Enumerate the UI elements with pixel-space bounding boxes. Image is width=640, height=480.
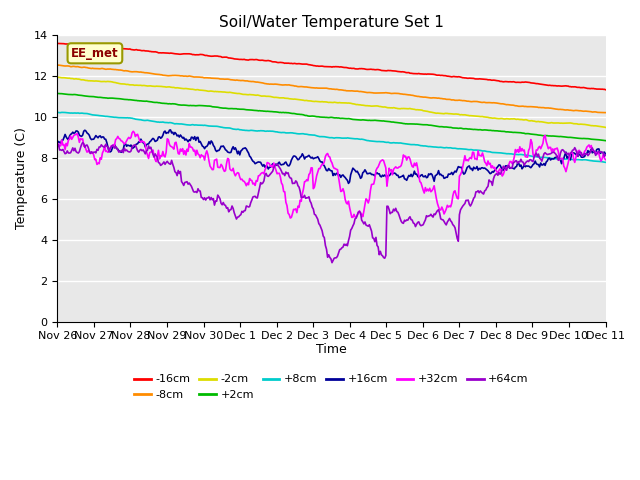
- +64cm: [315, 221, 323, 227]
- -2cm: [315, 99, 323, 105]
- +32cm: [319, 162, 327, 168]
- -2cm: [381, 104, 388, 110]
- -16cm: [318, 63, 326, 69]
- +32cm: [316, 166, 324, 171]
- +32cm: [353, 215, 360, 220]
- -16cm: [315, 63, 323, 69]
- -2cm: [318, 99, 326, 105]
- +64cm: [591, 149, 598, 155]
- Line: +8cm: +8cm: [58, 112, 605, 162]
- -16cm: [56, 40, 63, 46]
- +64cm: [505, 163, 513, 168]
- +16cm: [505, 164, 513, 170]
- -2cm: [54, 74, 61, 80]
- -16cm: [602, 87, 609, 93]
- -16cm: [54, 40, 61, 46]
- +16cm: [591, 150, 598, 156]
- +8cm: [588, 158, 596, 164]
- +64cm: [318, 228, 326, 234]
- X-axis label: Time: Time: [316, 343, 347, 356]
- +32cm: [382, 165, 390, 171]
- +32cm: [54, 141, 61, 146]
- -8cm: [350, 88, 358, 94]
- Line: -2cm: -2cm: [58, 77, 605, 127]
- -8cm: [380, 90, 387, 96]
- -8cm: [588, 109, 596, 115]
- Legend: -16cm, -8cm, -2cm, +2cm, +8cm, +16cm, +32cm, +64cm: -16cm, -8cm, -2cm, +2cm, +8cm, +16cm, +3…: [130, 370, 533, 405]
- +2cm: [314, 114, 321, 120]
- Line: +64cm: +64cm: [58, 143, 605, 263]
- +2cm: [602, 138, 609, 144]
- -16cm: [381, 68, 388, 73]
- +32cm: [505, 162, 513, 168]
- -2cm: [504, 116, 511, 122]
- +2cm: [380, 118, 387, 124]
- +8cm: [314, 133, 321, 139]
- Y-axis label: Temperature (C): Temperature (C): [15, 128, 28, 229]
- +64cm: [328, 260, 336, 265]
- Line: -16cm: -16cm: [58, 43, 605, 90]
- -2cm: [54, 74, 62, 80]
- +8cm: [317, 134, 325, 140]
- +32cm: [129, 129, 137, 134]
- -8cm: [602, 110, 609, 116]
- -2cm: [351, 101, 359, 107]
- +2cm: [350, 117, 358, 122]
- +16cm: [54, 141, 61, 146]
- +8cm: [54, 109, 61, 115]
- -16cm: [351, 66, 359, 72]
- +16cm: [166, 127, 174, 133]
- -16cm: [589, 85, 597, 91]
- -2cm: [589, 123, 597, 129]
- -16cm: [504, 79, 511, 84]
- +16cm: [315, 156, 323, 161]
- +8cm: [602, 159, 609, 165]
- +64cm: [602, 152, 609, 158]
- +8cm: [503, 151, 511, 156]
- +2cm: [503, 129, 511, 135]
- +32cm: [591, 149, 598, 155]
- +16cm: [344, 180, 352, 186]
- +2cm: [317, 114, 325, 120]
- +64cm: [54, 144, 61, 149]
- +16cm: [382, 173, 390, 179]
- +16cm: [318, 159, 326, 165]
- -8cm: [503, 102, 511, 108]
- +2cm: [588, 136, 596, 142]
- +32cm: [602, 157, 609, 163]
- -2cm: [602, 124, 609, 130]
- -8cm: [317, 85, 325, 91]
- +32cm: [287, 215, 294, 221]
- +8cm: [380, 139, 387, 144]
- +64cm: [382, 252, 390, 258]
- Line: -8cm: -8cm: [58, 65, 605, 113]
- +16cm: [353, 169, 360, 175]
- -8cm: [314, 85, 321, 91]
- Line: +16cm: +16cm: [58, 130, 605, 183]
- +16cm: [602, 151, 609, 157]
- Line: +32cm: +32cm: [58, 132, 605, 218]
- -8cm: [54, 62, 61, 68]
- +2cm: [54, 91, 61, 96]
- Line: +2cm: +2cm: [58, 94, 605, 141]
- +64cm: [353, 215, 360, 221]
- Text: EE_met: EE_met: [71, 47, 119, 60]
- +8cm: [350, 136, 358, 142]
- +64cm: [79, 140, 86, 145]
- Title: Soil/Water Temperature Set 1: Soil/Water Temperature Set 1: [219, 15, 444, 30]
